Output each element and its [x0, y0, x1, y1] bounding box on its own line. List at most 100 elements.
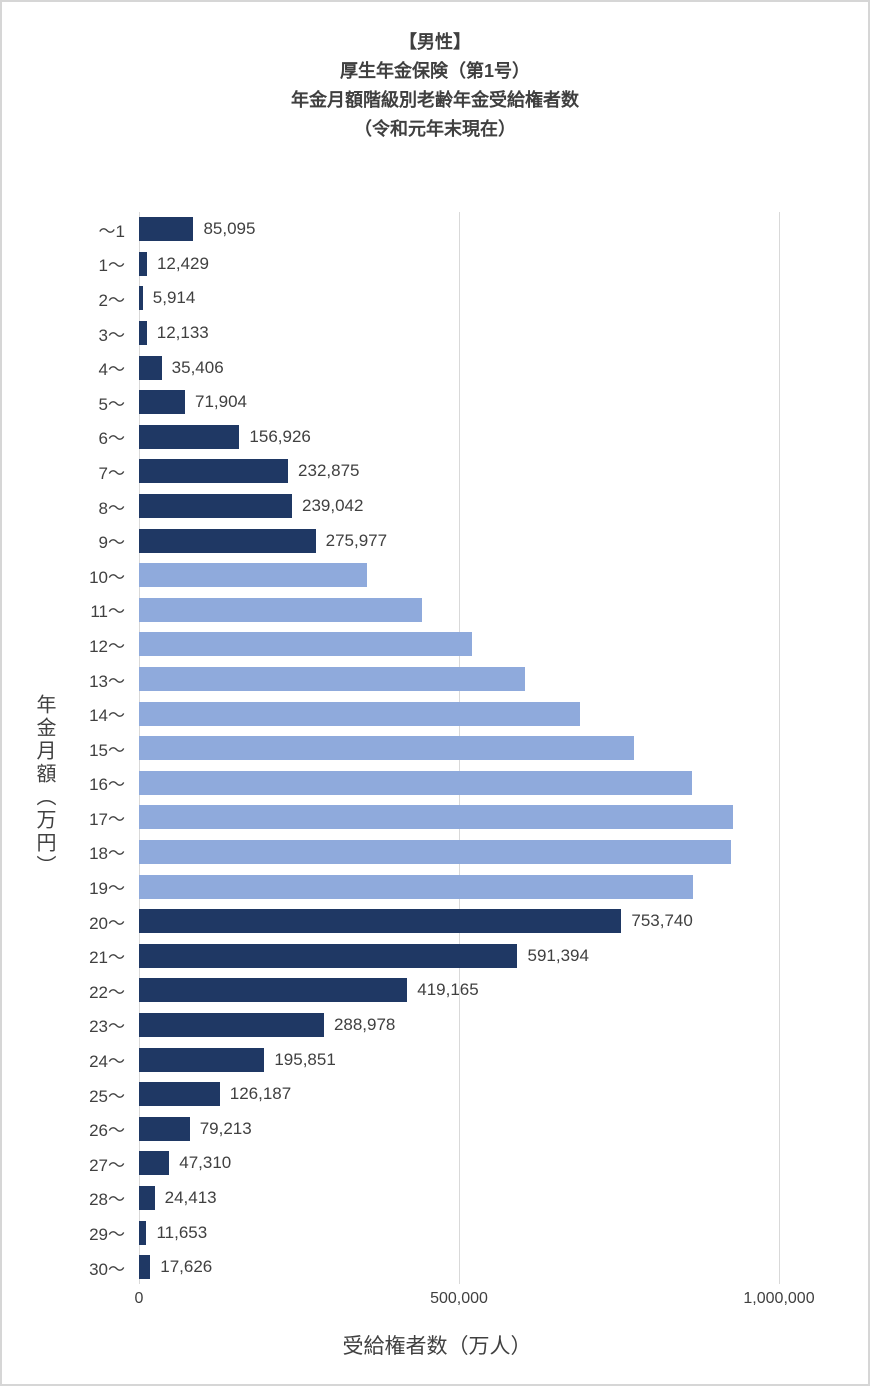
bar-row: 4〜 35,406: [2, 350, 779, 385]
bar: [139, 632, 472, 657]
bar-row: 17〜: [2, 800, 779, 835]
bar-track: 126,187: [139, 1082, 779, 1107]
bar: [139, 355, 162, 380]
bar-track: 591,394: [139, 943, 779, 968]
bar-track: [139, 770, 779, 795]
bar: [139, 494, 292, 519]
value-label: 126,187: [229, 1084, 292, 1104]
bar-track: [139, 632, 779, 657]
value-label: 71,904: [195, 392, 248, 412]
bar: [139, 528, 316, 553]
bar-track: 35,406: [139, 355, 779, 380]
value-label: 275,977: [325, 530, 388, 550]
value-label: 24,413: [164, 1187, 217, 1207]
bar-row: 30〜 17,626: [2, 1250, 779, 1285]
category-label: 2〜: [98, 290, 125, 310]
value-label: 419,165: [417, 980, 479, 1000]
bar-row: 11〜: [2, 593, 779, 628]
bar-row: 19〜: [2, 869, 779, 904]
x-tick-label: 1,000,000: [743, 1290, 815, 1308]
bar: [139, 424, 240, 449]
bar: [139, 597, 422, 622]
category-label: 22〜: [89, 982, 125, 1002]
bar-track: [139, 839, 779, 864]
category-label: 5〜: [98, 394, 125, 414]
bar: [139, 251, 147, 276]
category-label: 14〜: [89, 706, 125, 726]
bar: [139, 1047, 265, 1072]
bar-row: 24〜 195,851: [2, 1042, 779, 1077]
chart-title-line-4: （令和元年末現在）: [354, 119, 516, 139]
bar: [139, 321, 147, 346]
bar-row: 23〜 288,978: [2, 1008, 779, 1043]
bar-track: 24,413: [139, 1185, 779, 1210]
bar: [139, 563, 367, 588]
value-label: 753,740: [631, 911, 693, 931]
value-label: 239,042: [301, 496, 364, 516]
bar-row: 〜1 85,095: [2, 212, 779, 247]
bar-row: 28〜 24,413: [2, 1181, 779, 1216]
y-axis-title: 年金月額（万円）: [33, 694, 55, 879]
category-label: 27〜: [89, 1155, 125, 1175]
bar-track: [139, 805, 779, 830]
category-label: 8〜: [98, 498, 125, 518]
bar-row: 18〜: [2, 835, 779, 870]
bar-row: 8〜 239,042: [2, 489, 779, 524]
category-label: 24〜: [89, 1052, 125, 1072]
bar: [139, 1012, 324, 1037]
category-label: 28〜: [89, 1190, 125, 1210]
bar-track: 232,875: [139, 459, 779, 484]
bar-row: 7〜 232,875: [2, 454, 779, 489]
bar-track: [139, 701, 779, 726]
bar: [139, 701, 580, 726]
value-label: 288,978: [333, 1014, 396, 1034]
value-label: 591,394: [527, 945, 589, 965]
value-label: 35,406: [171, 357, 224, 377]
x-axis-ticks: 0 500,000 1,000,000: [2, 1290, 815, 1316]
category-label: 21〜: [89, 948, 125, 968]
bar-track: 239,042: [139, 494, 779, 519]
bar-row: 15〜: [2, 731, 779, 766]
bar-track: 85,095: [139, 217, 779, 242]
category-label: 12〜: [89, 636, 125, 656]
category-label: 10〜: [89, 567, 125, 587]
x-tick-label: 500,000: [430, 1290, 488, 1308]
bar-track: 12,429: [139, 251, 779, 276]
value-label: 85,095: [203, 219, 256, 239]
bar-track: 275,977: [139, 528, 779, 553]
bar: [139, 1220, 147, 1245]
bar-track: 12,133: [139, 321, 779, 346]
category-label: 13〜: [89, 671, 125, 691]
bar: [139, 839, 731, 864]
bar: [139, 390, 186, 415]
bar: [139, 1151, 170, 1176]
bar-track: [139, 874, 779, 899]
bar-row: 12〜: [2, 627, 779, 662]
category-label: 1〜: [98, 256, 125, 276]
bar-row: 6〜 156,926: [2, 420, 779, 455]
bar-row: 5〜 71,904: [2, 385, 779, 420]
value-label: 11,653: [156, 1222, 208, 1242]
plot-area: 〜1 85,095 1〜 12,429 2〜 5,914 3〜 12,133 4〜 35,406 5…: [2, 212, 780, 1285]
x-axis-title: 受給権者数（万人）: [342, 1335, 532, 1359]
bar: [139, 1185, 155, 1210]
chart-title-line-2: 厚生年金保険（第1号）: [339, 61, 530, 81]
bar-row: 20〜 753,740: [2, 904, 779, 939]
bar: [139, 1116, 190, 1141]
value-label: 47,310: [179, 1153, 232, 1173]
category-label: 23〜: [89, 1017, 125, 1037]
bar-track: [139, 667, 779, 692]
bar: [139, 736, 634, 761]
x-tick-label: 0: [134, 1290, 144, 1308]
bar-row: 22〜 419,165: [2, 973, 779, 1008]
category-label: 4〜: [98, 360, 125, 380]
category-label: 29〜: [89, 1225, 125, 1245]
bar-row: 3〜 12,133: [2, 316, 779, 351]
bar-row: 13〜: [2, 662, 779, 697]
category-label: 15〜: [89, 740, 125, 760]
bar-row: 1〜 12,429: [2, 247, 779, 282]
category-label: 11〜: [90, 602, 125, 622]
bar: [139, 805, 733, 830]
value-label: 79,213: [199, 1118, 252, 1138]
